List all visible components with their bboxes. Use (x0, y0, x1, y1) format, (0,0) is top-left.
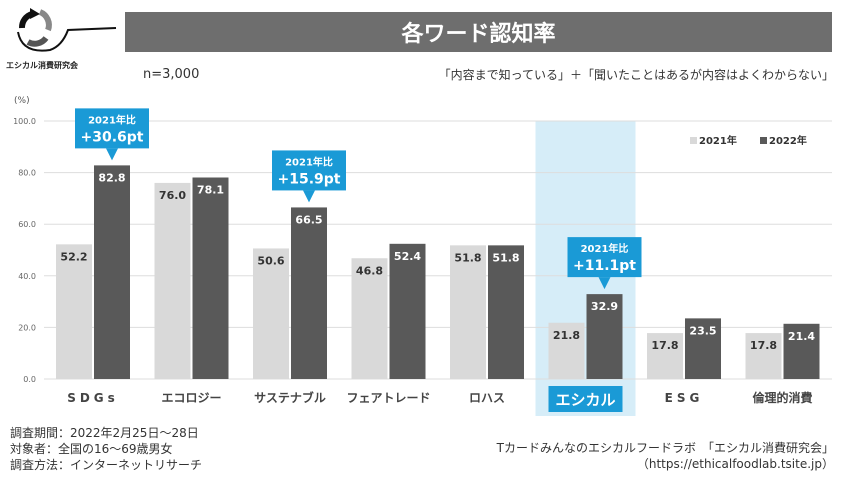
data-label: 52.4 (394, 250, 421, 263)
data-label: 23.5 (689, 324, 716, 337)
legend-swatch (690, 137, 697, 144)
annotation-box (567, 237, 642, 278)
y-tick-label: 0.0 (23, 375, 36, 384)
data-label: 17.8 (651, 339, 678, 352)
survey-period: 調査期間：2022年2月25日～28日 (10, 426, 199, 440)
data-label: 17.8 (750, 339, 777, 352)
annotation-line1: 2021年比 (581, 242, 629, 255)
y-tick-label: 100.0 (13, 117, 36, 126)
sample-size: n=3,000 (143, 67, 200, 82)
data-label: 32.9 (591, 300, 618, 313)
data-label: 78.1 (197, 184, 224, 197)
data-label: 46.8 (356, 264, 383, 277)
source-url[interactable]: （https://ethicalfoodlab.tsite.jp） (636, 457, 834, 471)
source-name: Tカードみんなのエシカルフードラボ 「エシカル消費研究会」 (496, 441, 834, 455)
bar-2021年-倫理的消費 (745, 333, 782, 379)
source: Tカードみんなのエシカルフードラボ 「エシカル消費研究会」 （https://e… (497, 440, 834, 472)
y-tick-label: 20.0 (18, 323, 36, 332)
legend-label: 2021年 (699, 134, 737, 147)
x-tick-label: フェアトレード (346, 391, 430, 405)
legend-label: 2022年 (769, 134, 807, 147)
survey-method: 調査方法：インターネットリサーチ (10, 458, 203, 472)
bar-2022年-フェアトレード (389, 243, 426, 379)
bar-2021年-エコロジー (154, 182, 191, 379)
data-label: 76.0 (159, 189, 186, 202)
bar-2021年-フェアトレード (351, 258, 388, 379)
x-tick-label: エコロジー (161, 391, 221, 405)
annotation-pointer (106, 148, 118, 161)
x-tick-label: 倫理的消費 (752, 390, 812, 405)
bar-2022年-倫理的消費 (783, 323, 820, 379)
highlight-label-bg (548, 386, 623, 412)
annotation-box (75, 108, 149, 149)
data-label: 51.8 (454, 251, 481, 264)
bar-2022年-エコロジー (192, 177, 229, 379)
x-tick-label: SDGs (67, 391, 119, 405)
annotation-line2: +15.9pt (278, 171, 341, 187)
y-tick-label: 60.0 (18, 220, 36, 229)
annotation-pointer (303, 190, 315, 203)
annotation-line1: 2021年比 (285, 155, 333, 168)
bar-2021年-ロハス (450, 245, 486, 379)
data-label: 82.8 (98, 171, 125, 184)
bar-chart: 0.0 20.0 40.0 60.0 80.0 100.0 52.2 82.8 SDGs 76.0… (13, 108, 832, 416)
data-label: 51.8 (492, 251, 519, 264)
bar-2021年-サステナブル (253, 248, 289, 379)
bar-2022年-サステナブル (291, 207, 327, 379)
annotation-line2: +11.1pt (573, 258, 636, 274)
data-label: 21.4 (788, 330, 815, 343)
bar-2022年-ロハス (488, 245, 524, 379)
annotation-box (272, 150, 346, 191)
y-tick-label: 80.0 (18, 169, 36, 178)
bar-2022年-ESG (685, 318, 721, 379)
x-tick-label: エシカル (555, 391, 615, 409)
annotation-line2: +30.6pt (81, 129, 144, 145)
page-title: 各ワード認知率 (125, 12, 832, 52)
annotation-line1: 2021年比 (88, 113, 136, 126)
y-tick-label: 40.0 (18, 272, 36, 281)
legend-swatch (760, 137, 767, 144)
bar-2021年-ESG (647, 333, 683, 379)
bar-2021年-エシカル (548, 322, 585, 379)
survey-target: 対象者：全国の16～69歳男女 (10, 442, 173, 456)
data-label: 66.5 (295, 213, 322, 226)
logo-text: エシカル消費研究会 (6, 61, 78, 70)
survey-notes: 調査期間：2022年2月25日～28日 対象者：全国の16～69歳男女 調査方法… (10, 425, 202, 473)
bar-2022年-エシカル (586, 294, 623, 379)
x-tick-label: ESG (665, 391, 704, 405)
bar-2022年-SDGs (94, 165, 130, 379)
x-tick-label: ロハス (469, 391, 505, 405)
data-label: 21.8 (553, 329, 580, 342)
y-axis-unit: (%) (14, 96, 30, 106)
bar-2021年-SDGs (56, 244, 92, 379)
x-tick-label: サステナブル (254, 390, 326, 405)
data-label: 52.2 (60, 250, 87, 263)
definition-note: 「内容まで知っている」＋「聞いたことはあるが内容はよくわからない」 (438, 68, 834, 82)
logo (17, 8, 117, 52)
data-label: 50.6 (257, 254, 284, 267)
annotation-pointer (598, 277, 611, 290)
